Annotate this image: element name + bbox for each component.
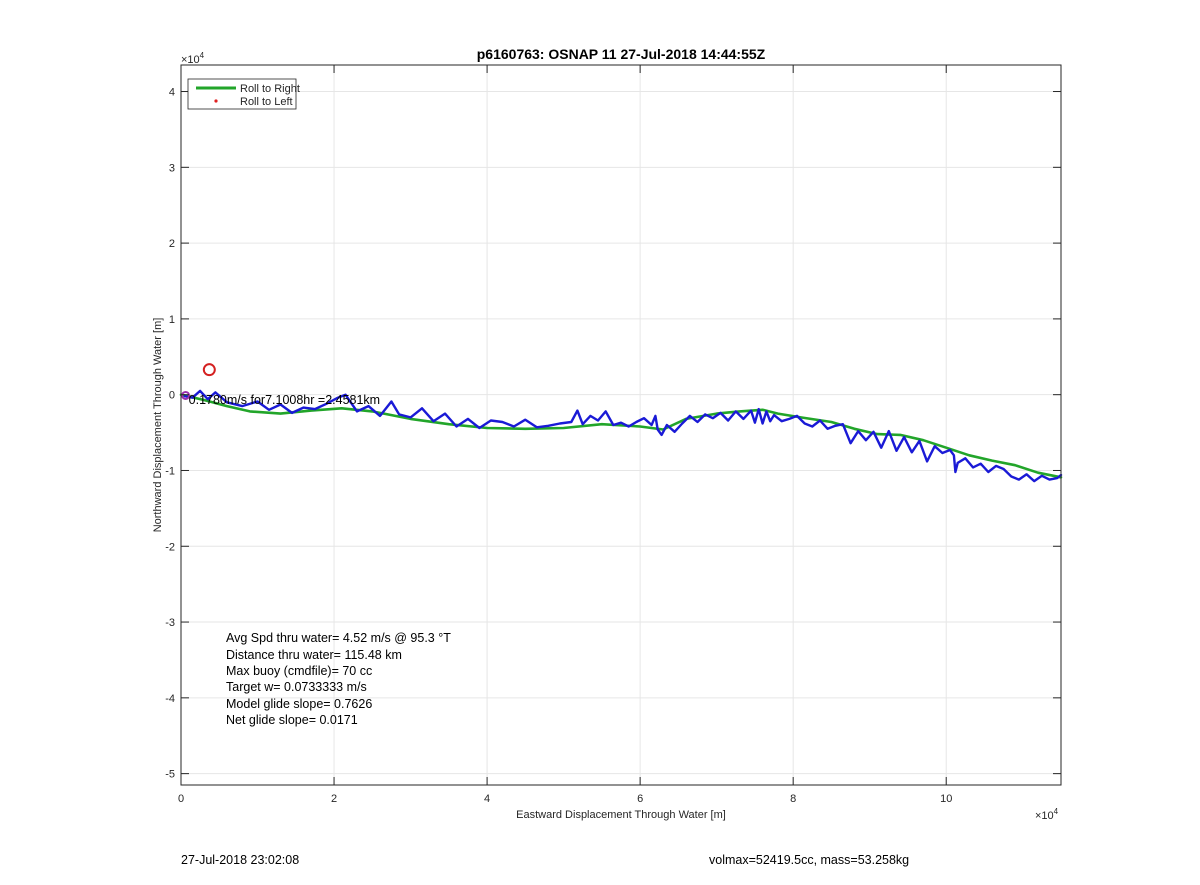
series-group [179, 389, 1063, 483]
y-tick-label: -3 [165, 617, 175, 629]
x-axis-label: Eastward Displacement Through Water [m] [516, 809, 726, 821]
x-tick-label: 4 [484, 793, 490, 805]
x-tick-label: 8 [790, 793, 796, 805]
y-tick-label: -2 [165, 541, 175, 553]
y-tick-label: 2 [169, 238, 175, 250]
y-tick-label: 4 [169, 87, 175, 99]
markers-group [181, 363, 216, 400]
stat-target-w: Target w= 0.0733333 m/s [226, 680, 367, 694]
legend: Roll to Right Roll to Left [187, 78, 300, 110]
y-exponent-base: ×10 [181, 54, 200, 66]
stat-distance: Distance thru water= 115.48 km [226, 648, 402, 662]
y-tick-label: 1 [169, 314, 175, 326]
marker-circle-magenta [181, 390, 191, 400]
y-tick-label: -5 [165, 769, 175, 781]
plot-frame [180, 64, 1062, 786]
x-exponent: ×104 [1035, 807, 1059, 822]
footer-timestamp: 27-Jul-2018 23:02:08 [181, 853, 300, 867]
stat-max-buoy: Max buoy (cmdfile)= 70 cc [226, 664, 372, 678]
legend-box [187, 78, 297, 110]
chart-title: p6160763: OSNAP 11 27-Jul-2018 14:44:55Z [477, 46, 766, 62]
x-tick-label: 10 [940, 793, 952, 805]
stat-avg-speed: Avg Spd thru water= 4.52 m/s @ 95.3 °T [226, 631, 451, 645]
x-tick-label: 2 [331, 793, 337, 805]
y-exponent: ×104 [181, 51, 205, 66]
stat-model-glide: Model glide slope= 0.7626 [226, 697, 372, 711]
x-exponent-base: ×10 [1035, 810, 1054, 822]
y-tick-label: 3 [169, 162, 175, 174]
y-exponent-power: 4 [200, 51, 205, 60]
stats-block: Avg Spd thru water= 4.52 m/s @ 95.3 °T D… [226, 631, 451, 727]
x-tick-label: 6 [637, 793, 643, 805]
y-axis-label: Northward Displacement Through Water [m] [152, 318, 164, 533]
x-tick-label: 0 [178, 793, 184, 805]
svg-text:×104: ×104 [1035, 807, 1059, 822]
footer-volmax-mass: volmax=52419.5cc, mass=53.258kg [709, 853, 910, 867]
legend-dot-roll-left [214, 99, 218, 103]
y-tick-label: -1 [165, 465, 175, 477]
y-tick-label: -4 [165, 693, 175, 705]
legend-label-roll-right: Roll to Right [240, 83, 300, 95]
svg-text:×104: ×104 [181, 51, 205, 66]
stat-net-glide: Net glide slope= 0.0171 [226, 713, 358, 727]
legend-label-roll-left: Roll to Left [240, 96, 293, 108]
x-exponent-power: 4 [1054, 807, 1059, 816]
marker-circle-red [202, 363, 216, 377]
grid [180, 65, 1061, 785]
drift-annotation: 0.1780m/s for7.1008hr =2.4581km [189, 393, 380, 407]
ticks-group: 0 2 4 6 8 10 -5 -4 -3 -2 -1 0 1 2 3 4 [165, 65, 1061, 805]
series-line-blue [183, 389, 1063, 483]
y-tick-label: 0 [169, 390, 175, 402]
